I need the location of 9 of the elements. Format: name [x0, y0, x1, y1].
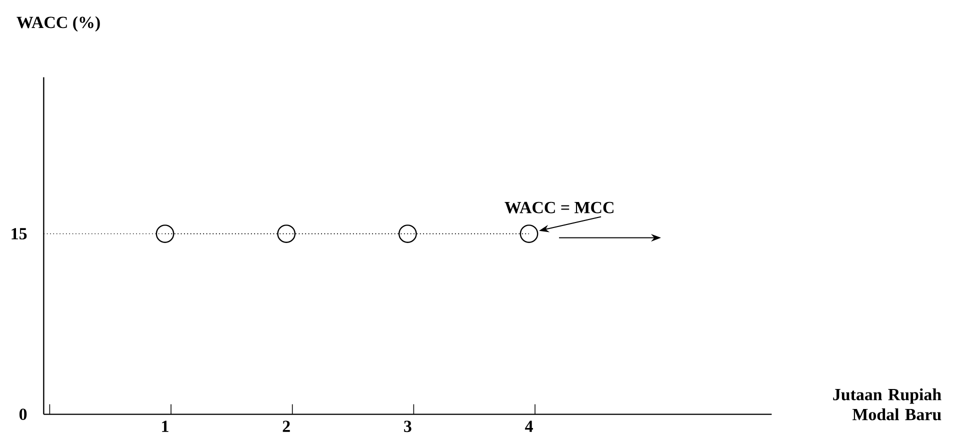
y-tick-label: 15	[12, 228, 27, 240]
y-tick-label: 0	[19, 408, 27, 420]
x-tick-label: 4	[525, 420, 533, 432]
x-tick-label: 1	[162, 420, 168, 432]
x-tick-label: 3	[404, 420, 412, 432]
x-tick-label: 2	[282, 420, 290, 432]
x-axis-title: Jutaan Rupiah Modal Baru	[833, 388, 942, 420]
y-axis-title: WACC (%)	[16, 16, 100, 32]
annotation: WACC = MCC	[504, 202, 614, 214]
